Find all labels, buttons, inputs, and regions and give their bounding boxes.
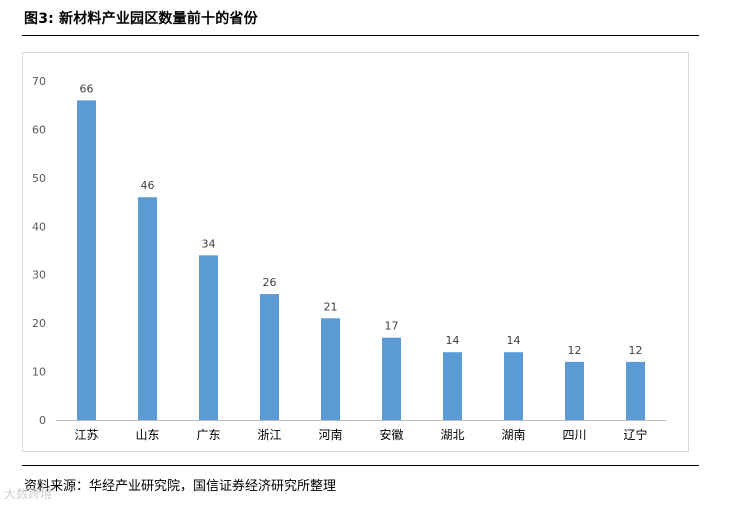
y-axis: 0 10 20 30 40 50 60 70: [32, 75, 46, 427]
bottom-rule: [22, 465, 699, 466]
bar-7: [504, 352, 523, 420]
x-tick-label: 安徽: [379, 427, 403, 442]
y-tick-label: 40: [32, 220, 46, 233]
x-tick-label: 湖北: [440, 427, 464, 442]
x-tick-label: 湖南: [501, 427, 525, 442]
bar-0: [77, 100, 96, 420]
y-tick-label: 30: [32, 269, 46, 282]
bar-2: [199, 255, 218, 420]
x-tick-label: 浙江: [257, 428, 281, 442]
x-tick-label: 辽宁: [623, 427, 647, 442]
top-rule: [22, 35, 699, 36]
y-tick-label: 20: [32, 317, 46, 330]
data-label: 21: [324, 300, 338, 313]
data-label: 12: [568, 344, 582, 357]
data-label: 17: [385, 320, 399, 333]
bar-8: [565, 361, 584, 420]
y-tick-label: 60: [32, 123, 46, 136]
bar-5: [382, 337, 401, 420]
data-labels: 66 46 34 26 21 17 14 14 12 12: [80, 82, 643, 357]
source-note: 资料来源：华经产业研究院，国信证券经济研究所整理: [24, 479, 337, 494]
bar-9: [626, 361, 645, 420]
data-label: 46: [141, 179, 155, 192]
x-tick-label: 广东: [196, 428, 220, 442]
data-label: 26: [263, 276, 277, 289]
figure-title: 图3: 新材料产业园区数量前十的省份: [24, 11, 258, 27]
data-label: 34: [202, 237, 216, 250]
data-label: 14: [446, 334, 460, 347]
data-label: 14: [507, 334, 521, 347]
y-tick-label: 10: [32, 366, 46, 379]
y-tick-label: 70: [32, 75, 46, 88]
watermark: 大数跨境: [4, 487, 53, 501]
bar-series: [77, 100, 645, 420]
x-axis: 江苏 山东 广东 浙江 河南 安徽 湖北 湖南 四川 辽宁: [56, 420, 666, 442]
bar-6: [443, 352, 462, 420]
x-tick-label: 河南: [318, 427, 342, 442]
bar-1: [138, 197, 157, 420]
x-tick-label: 山东: [135, 428, 159, 442]
bar-4: [321, 318, 340, 420]
y-tick-label: 0: [39, 414, 46, 427]
x-tick-label: 四川: [562, 428, 586, 442]
data-label: 66: [80, 82, 94, 95]
x-tick-label: 江苏: [74, 428, 98, 442]
y-tick-label: 50: [32, 172, 46, 185]
bar-3: [260, 294, 279, 420]
chart-frame: [22, 52, 689, 452]
data-label: 12: [629, 344, 643, 357]
